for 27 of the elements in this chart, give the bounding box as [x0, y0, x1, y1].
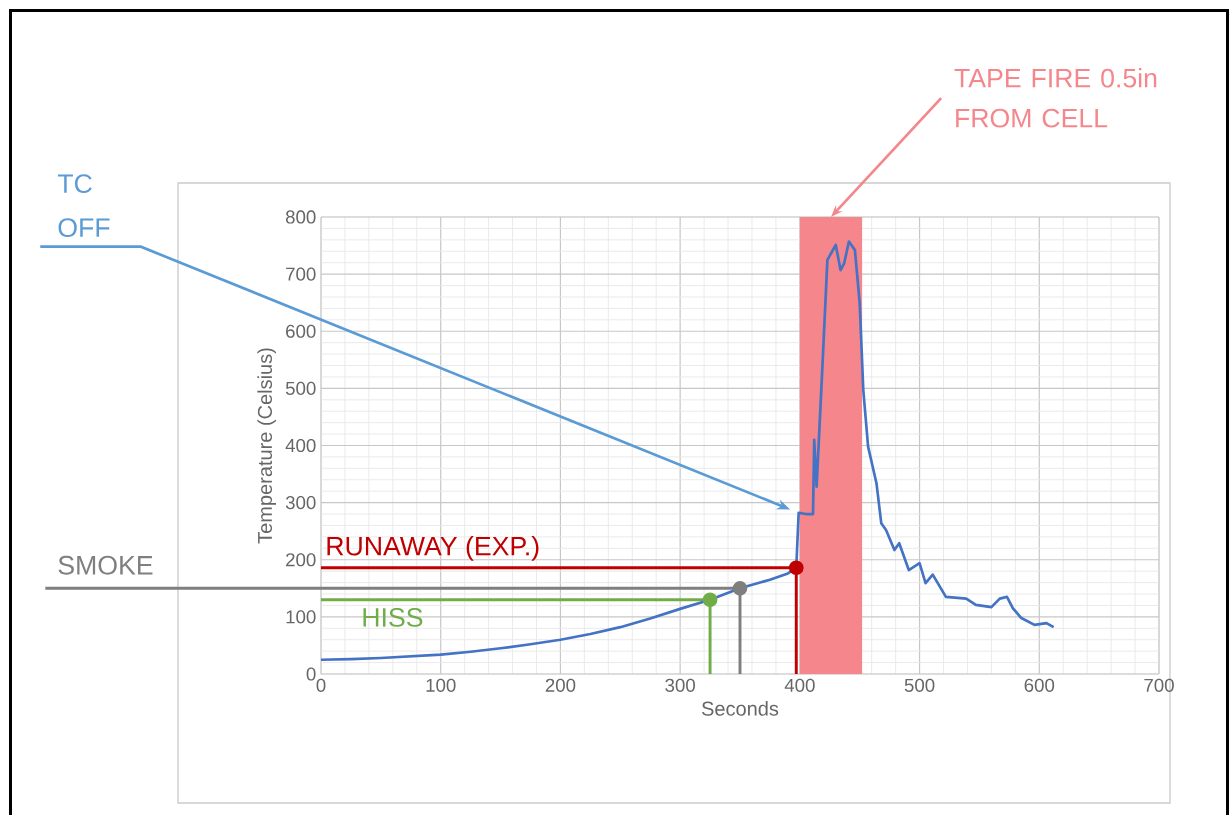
point [732, 580, 748, 596]
ref-line-label: RUNAWAY (EXP.) [327, 535, 539, 561]
y-tick-label: 500 [285, 381, 316, 395]
x-tick-label: 400 [784, 678, 815, 692]
y-tick-label: 0 [306, 667, 316, 681]
x-tick-label: 700 [1144, 678, 1174, 692]
y-tick-label: 100 [286, 610, 316, 624]
ref-line-label: SMOKE [58, 555, 153, 575]
x-tick-label: 0 [316, 678, 326, 692]
point [788, 560, 804, 576]
y-tick-label: 300 [285, 496, 316, 510]
x-tick-label: 600 [1024, 678, 1055, 692]
x-tick-label: 100 [426, 678, 456, 692]
y-tick-label: 200 [286, 553, 316, 567]
band-label: TAPE FIRE 0.5in FROM CELL [954, 68, 1157, 128]
y-tick-label: 800 [285, 210, 316, 224]
text: TC OFF [57, 174, 110, 238]
x-axis-title: Seconds [701, 701, 779, 716]
y-tick-label: 700 [286, 267, 316, 281]
ref-line-label: HISS [363, 608, 423, 627]
y-tick-label: 600 [286, 324, 316, 338]
x-tick-label: 500 [904, 678, 935, 692]
point [702, 592, 718, 608]
y-tick-label: 400 [285, 438, 316, 453]
y-axis-title: Temperature (Celsius) [257, 348, 276, 544]
x-tick-label: 300 [665, 678, 695, 692]
x-tick-label: 200 [545, 678, 576, 692]
